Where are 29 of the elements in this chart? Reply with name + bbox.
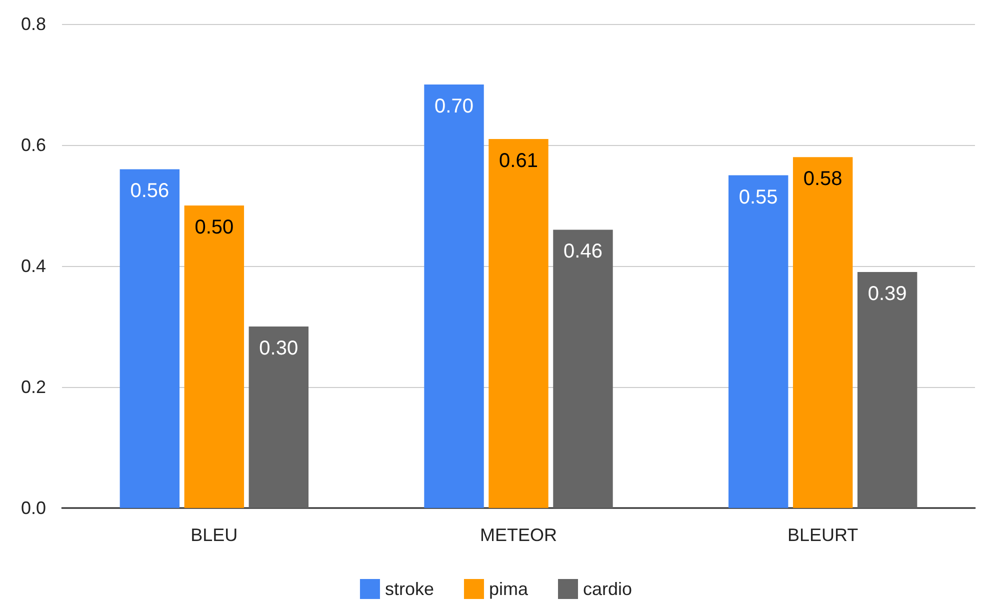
y-tick-label: 0.6 [20, 135, 46, 155]
legend-label: pima [488, 579, 529, 599]
x-tick-label: BLEU [190, 525, 238, 545]
y-tick-label: 0.8 [20, 14, 46, 34]
bar [488, 138, 548, 508]
data-label: 0.50 [194, 216, 234, 238]
data-label: 0.61 [499, 150, 538, 172]
data-label: 0.39 [868, 283, 907, 306]
y-tick-label: 0.2 [20, 377, 46, 397]
bar [553, 230, 613, 508]
bar [728, 175, 788, 508]
legend-label: cardio [583, 579, 632, 599]
legend-label: stroke [384, 579, 434, 599]
data-label: 0.55 [738, 186, 778, 208]
bar [248, 326, 309, 508]
y-tick-label: 0.4 [20, 256, 46, 276]
data-label: 0.58 [803, 168, 842, 190]
data-label: 0.30 [259, 338, 298, 360]
bar [857, 272, 918, 508]
bar [792, 157, 853, 508]
data-label: 0.56 [130, 180, 170, 202]
bar [424, 84, 484, 508]
bar [120, 169, 180, 508]
x-tick-label: BLEURT [787, 525, 858, 545]
data-label: 0.46 [564, 240, 602, 263]
data-label: 0.70 [434, 96, 474, 118]
x-tick-label: METEOR [480, 525, 558, 545]
y-tick-label: 0.0 [20, 498, 46, 518]
bar [184, 206, 244, 508]
